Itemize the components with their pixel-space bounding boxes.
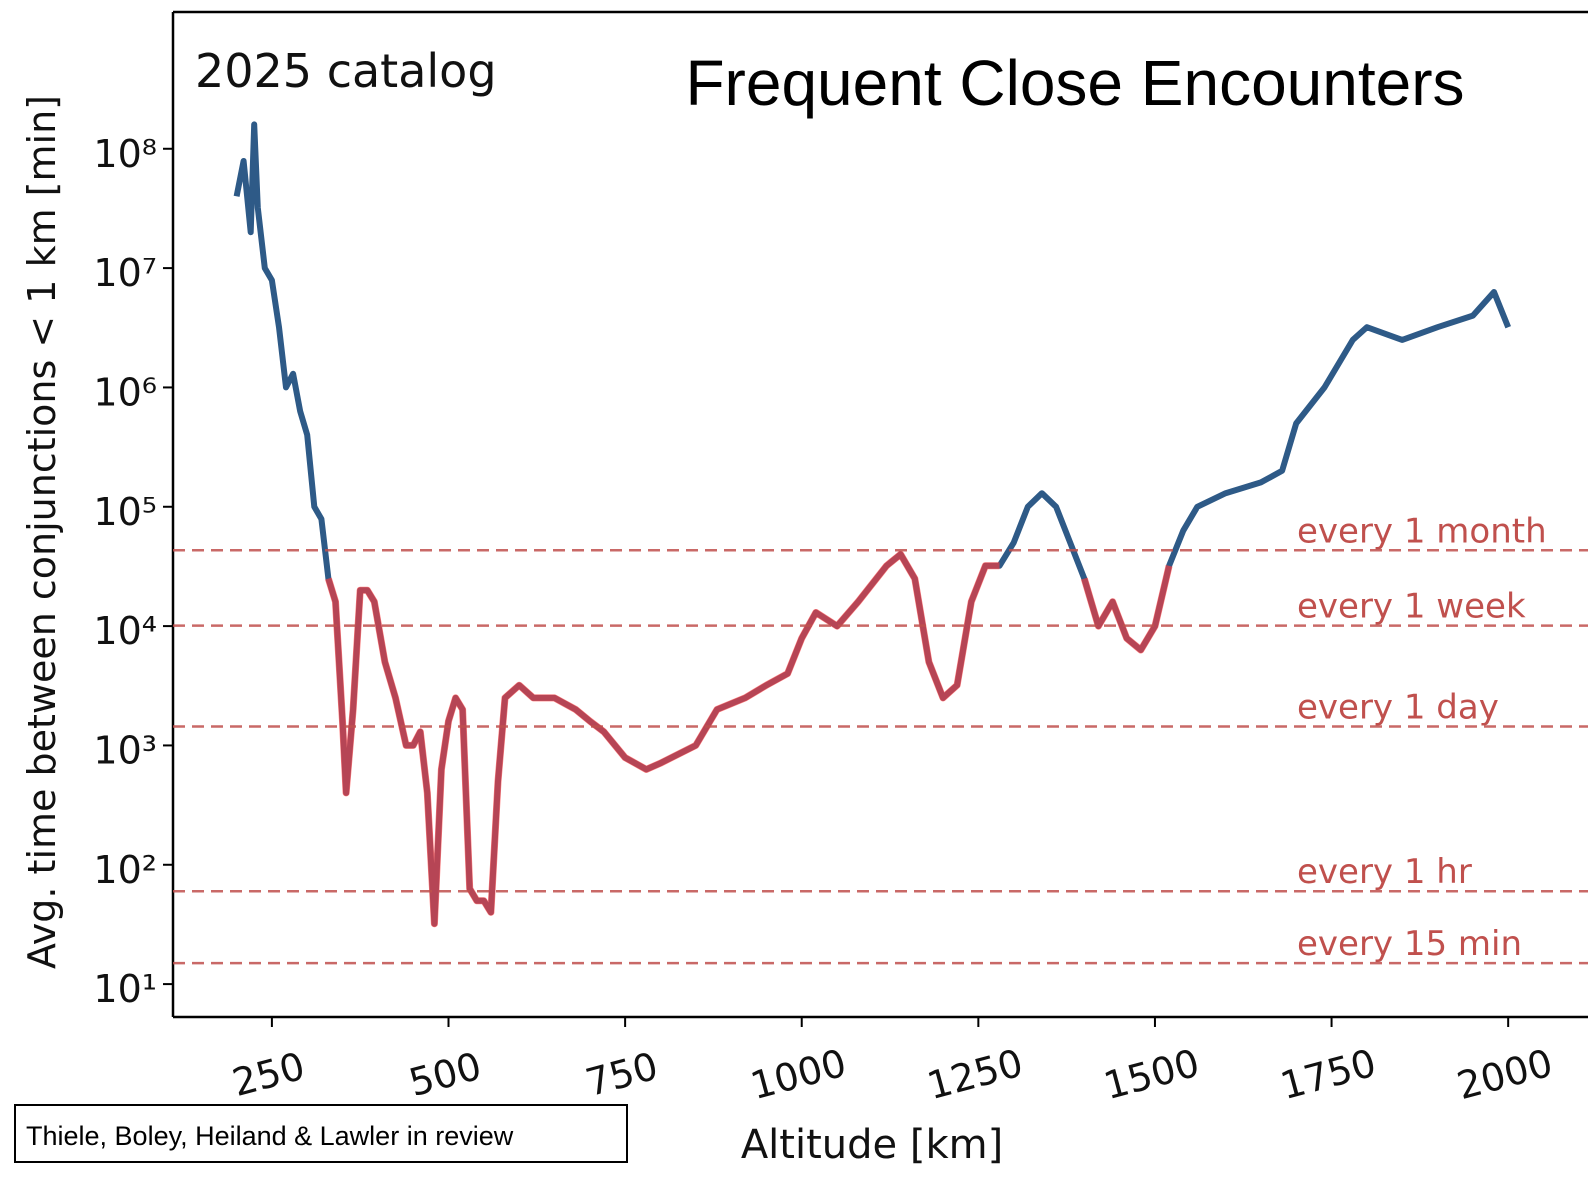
- reference-label: every 1 hr: [1297, 852, 1472, 892]
- y-axis-label: Avg. time between conjunctions < 1 km [m…: [20, 95, 64, 969]
- x-tick-label: 1250: [923, 1041, 1028, 1109]
- x-tick-label: 1500: [1099, 1041, 1204, 1109]
- y-tick-label: 10⁴: [93, 609, 157, 653]
- y-tick-label: 10²: [93, 848, 157, 892]
- y-tick-label: 10⁵: [93, 490, 157, 534]
- chart-title: Frequent Close Encounters: [685, 47, 1464, 119]
- x-tick-label: 500: [404, 1044, 485, 1105]
- y-tick-label: 10³: [93, 728, 157, 772]
- x-tick-label: 2000: [1452, 1041, 1557, 1109]
- y-tick-label: 10¹: [93, 967, 157, 1011]
- series-line: [325, 550, 1173, 928]
- footnote: Thiele, Boley, Heiland & Lawler in revie…: [26, 1121, 514, 1151]
- x-tick-label: 1750: [1276, 1041, 1381, 1109]
- footnote-box: [14, 1104, 628, 1163]
- y-tick-label: 10⁶: [93, 370, 157, 414]
- reference-label: every 15 min: [1297, 924, 1522, 964]
- reference-label: every 1 day: [1297, 688, 1499, 728]
- x-tick-label: 750: [581, 1044, 662, 1105]
- reference-label: every 1 week: [1297, 587, 1526, 627]
- x-tick-label: 1000: [746, 1041, 851, 1109]
- x-axis-label: Altitude [km]: [741, 1122, 1003, 1168]
- x-tick-label: 250: [228, 1044, 309, 1105]
- y-tick-label: 10⁷: [93, 251, 157, 295]
- annotation: 2025 catalog: [195, 44, 497, 98]
- reference-label: every 1 month: [1297, 511, 1547, 551]
- y-tick-label: 10⁸: [93, 132, 157, 176]
